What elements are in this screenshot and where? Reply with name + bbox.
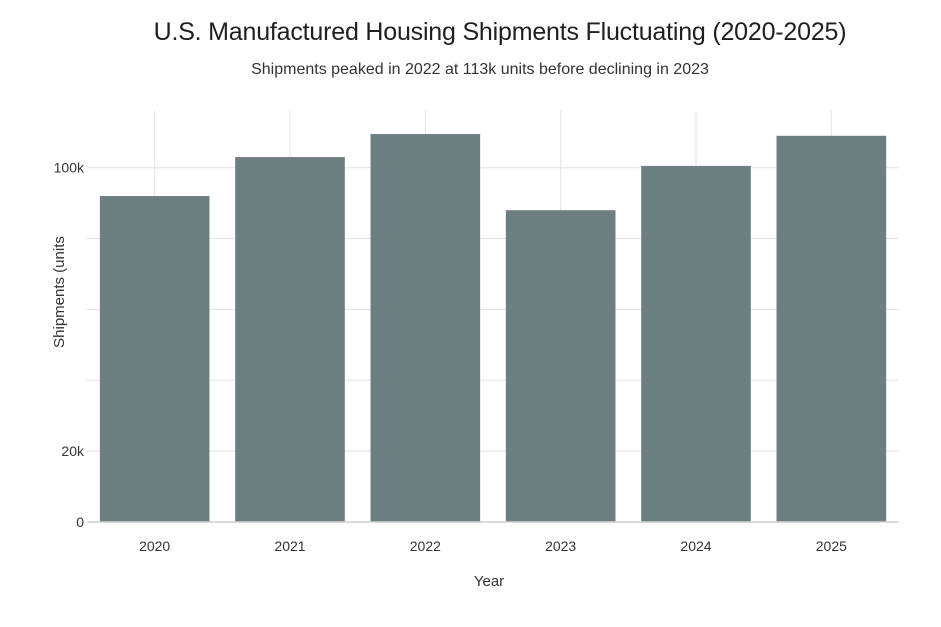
y-tick-labels: 0 20k 100k <box>54 160 85 530</box>
bar-2020 <box>99 196 210 522</box>
x-axis-title: Year <box>474 573 504 590</box>
x-tick-label: 2021 <box>274 538 305 554</box>
y-axis-title: Shipments (units <box>51 236 68 348</box>
x-tick-label: 2025 <box>816 538 847 554</box>
grid-layer <box>87 167 899 452</box>
x-tick-label: 2022 <box>410 538 441 554</box>
chart-subtitle: Shipments peaked in 2022 at 113k units b… <box>251 61 709 78</box>
x-tick-label: 2024 <box>680 538 711 554</box>
chart-title: U.S. Manufactured Housing Shipments Fluc… <box>153 18 847 46</box>
bar-layer <box>99 134 887 523</box>
bar-2022 <box>370 134 481 523</box>
bar-2024 <box>641 165 751 523</box>
y-tick-label: 20k <box>61 443 85 459</box>
x-tick-labels: 2020 2021 2022 2023 2024 2025 <box>139 538 847 554</box>
x-tick-label: 2023 <box>545 538 576 554</box>
x-tick-label: 2020 <box>139 538 170 554</box>
bar-2023 <box>505 210 616 522</box>
y-tick-label: 100k <box>54 160 85 176</box>
bar-2025 <box>776 135 887 522</box>
y-tick-label: 0 <box>76 514 84 530</box>
bar-2021 <box>235 157 345 522</box>
